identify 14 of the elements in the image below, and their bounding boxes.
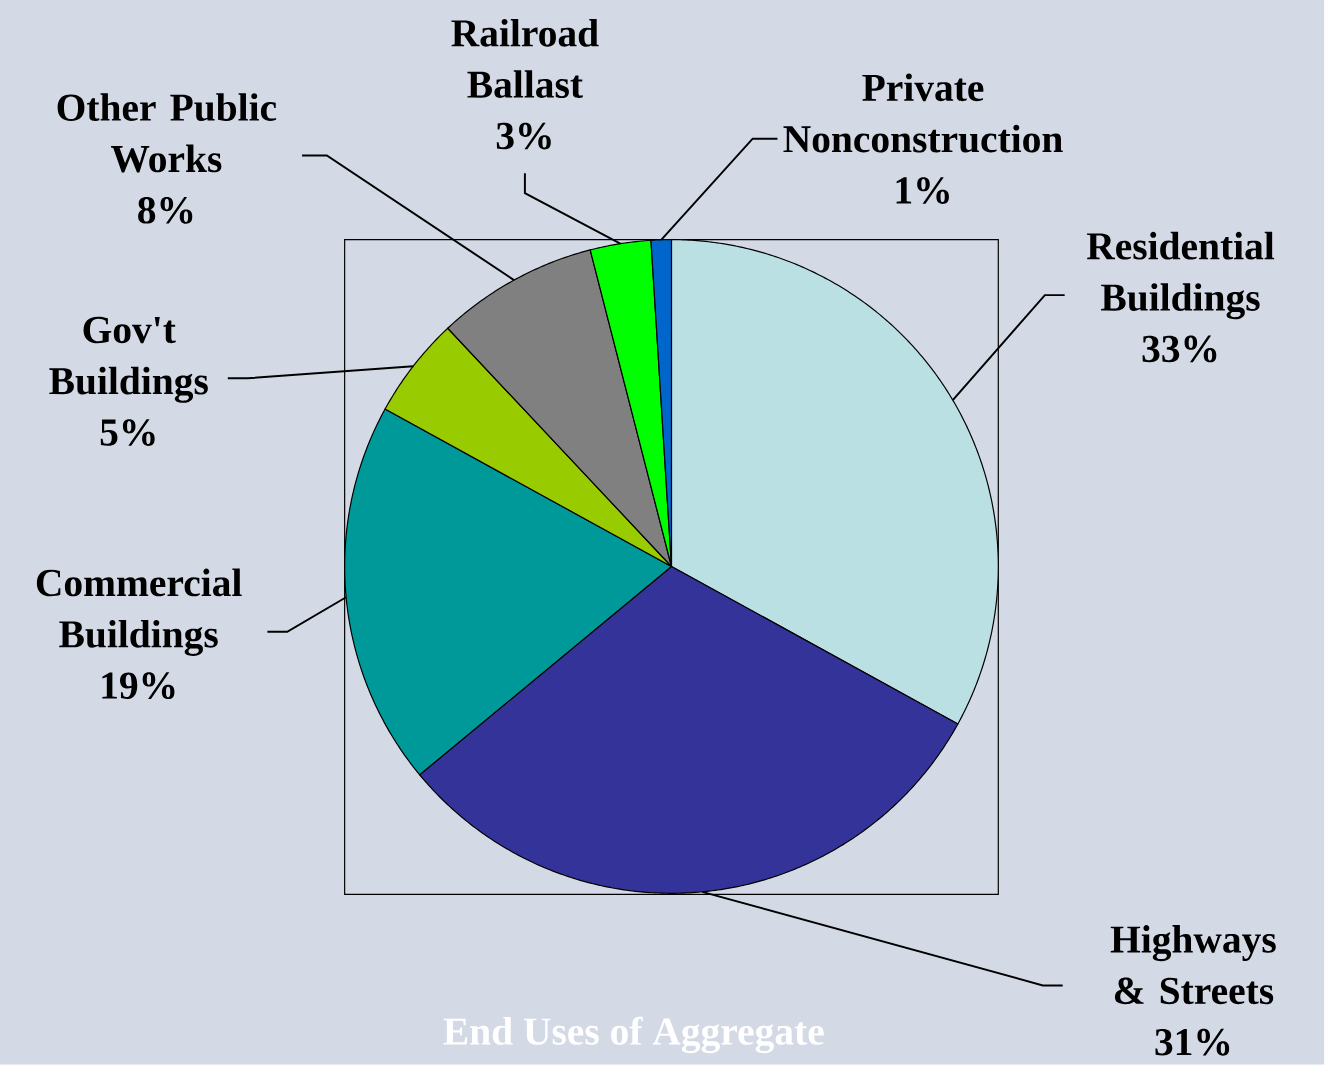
slice-label: Railroad Ballast <box>451 19 599 99</box>
data-label: 33% <box>1142 335 1217 363</box>
data-label: 31% <box>1155 1029 1230 1056</box>
slice-label: Residential Buildings <box>1086 232 1275 320</box>
slice-label: Private Nonconstruction <box>783 73 1063 153</box>
slice-label: Highways & Streets <box>1110 925 1276 1005</box>
data-label: 1% <box>896 177 949 205</box>
data-label: 8% <box>138 197 193 224</box>
data-label: 5% <box>100 419 155 447</box>
slice-label: Commercial Buildings <box>36 568 242 657</box>
slice-label: Gov't Buildings <box>49 316 208 403</box>
data-label: 3% <box>496 122 551 150</box>
slice-label: Other Public Works <box>57 93 277 173</box>
data-label: 19% <box>102 672 175 700</box>
